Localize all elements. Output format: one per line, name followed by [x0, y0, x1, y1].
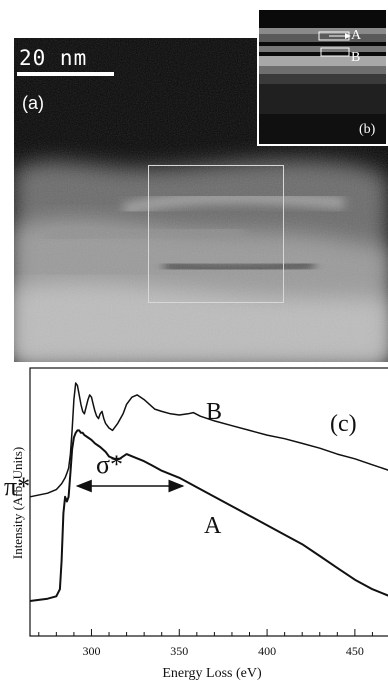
x-tick-label: 450	[346, 644, 364, 658]
panel-a-label: (a)	[22, 93, 44, 113]
x-axis-ticks	[38, 629, 373, 636]
inset-panel-b: A B (b)	[257, 8, 388, 146]
pi-star-label: π*	[4, 472, 30, 501]
region-of-interest-box	[148, 165, 284, 303]
inset-marker-b: B	[351, 50, 361, 65]
sigma-star-label: σ*	[96, 450, 123, 479]
x-tick-label: 400	[258, 644, 276, 658]
spectrum-line-b	[29, 382, 388, 498]
series-label-a: A	[204, 513, 222, 539]
x-tick-label: 300	[82, 644, 100, 658]
panel-c-label: (c)	[330, 411, 357, 437]
scale-bar-label: 20 nm	[19, 46, 88, 70]
spectrum-chart: 300 350 400 450 Energy Loss (eV) Intensity …	[4, 367, 388, 681]
scale-bar	[17, 72, 114, 76]
eels-spectrum-panel-c: 300 350 400 450 Energy Loss (eV) Intensity …	[0, 365, 388, 681]
y-axis-label: Intensity (Arb. Units)	[10, 447, 25, 559]
plot-frame	[29, 367, 388, 637]
spectrum-line-a	[29, 429, 388, 602]
panel-b-label: (b)	[359, 122, 376, 137]
inset-image	[259, 10, 386, 144]
x-axis-label: Energy Loss (eV)	[162, 666, 262, 681]
spectrum-lines	[29, 382, 388, 602]
series-label-b: B	[206, 399, 222, 425]
x-tick-label: 350	[170, 644, 188, 658]
x-axis-tick-labels: 300 350 400 450	[82, 644, 363, 658]
inset-marker-a: A	[351, 28, 362, 43]
